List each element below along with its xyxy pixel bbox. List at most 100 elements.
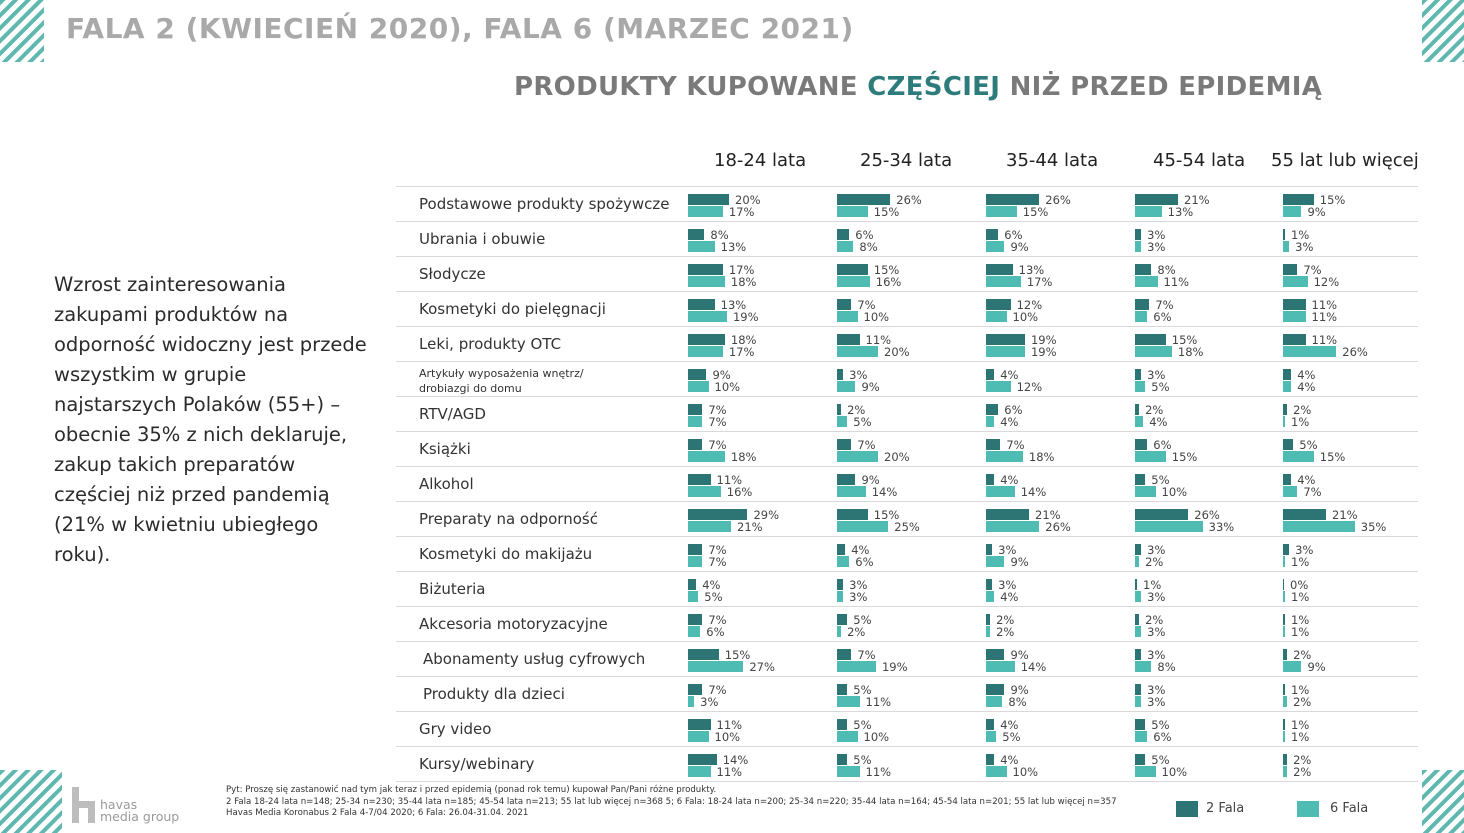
bar-fala6 xyxy=(1135,451,1166,462)
bar-fala2 xyxy=(688,404,703,415)
bar-fala2 xyxy=(986,299,1011,310)
bar-fala6 xyxy=(1135,416,1144,427)
data-label: 1% xyxy=(1291,590,1310,604)
category-label: RTV/AGD xyxy=(419,405,486,423)
bar-fala2 xyxy=(1135,194,1179,205)
category-label: Artykuły wyposażenia wnętrz/ drobiazgi d… xyxy=(419,367,584,395)
data-label: 9% xyxy=(1010,683,1029,697)
data-label: 3% xyxy=(998,543,1017,557)
bar-fala6 xyxy=(837,381,856,392)
bar-fala6 xyxy=(1135,556,1140,567)
footnote: Pyt: Proszę się zastanowić nad tym jak t… xyxy=(226,785,1117,820)
category-label: Biżuteria xyxy=(419,580,486,598)
data-label: 18% xyxy=(730,275,757,289)
data-label: 7% xyxy=(708,543,727,557)
data-label: 10% xyxy=(1012,765,1039,779)
bar-fala6 xyxy=(837,556,850,567)
bar-fala6 xyxy=(688,766,711,777)
bar-fala2 xyxy=(1283,369,1292,380)
bar-fala2 xyxy=(1135,719,1146,730)
bar-fala2 xyxy=(986,719,995,730)
bar-fala2 xyxy=(1135,754,1146,765)
bar-fala2 xyxy=(688,474,711,485)
bar-fala2 xyxy=(837,369,844,380)
data-label: 5% xyxy=(853,718,872,732)
bar-fala6 xyxy=(688,486,721,497)
bar-fala2 xyxy=(986,579,993,590)
category-label: Preparaty na odporność xyxy=(419,510,598,528)
legend-swatch-fala6 xyxy=(1297,801,1319,817)
bar-fala6 xyxy=(837,276,870,287)
bar-fala2 xyxy=(688,439,703,450)
bar-fala6 xyxy=(688,416,703,427)
data-label: 15% xyxy=(724,648,751,662)
category-label: Akcesoria motoryzacyjne xyxy=(419,615,608,633)
bar-fala6 xyxy=(986,591,995,602)
bar-fala6 xyxy=(837,346,878,357)
data-label: 2% xyxy=(1293,695,1312,709)
column-header-0: 18-24 lata xyxy=(714,150,807,171)
category-label: Gry video xyxy=(419,720,492,738)
data-label: 5% xyxy=(1151,473,1170,487)
data-label: 2% xyxy=(1293,403,1312,417)
bar-fala2 xyxy=(986,509,1030,520)
corner-stripes-top-right xyxy=(1422,0,1464,62)
bar-fala2 xyxy=(688,264,723,275)
data-label: 33% xyxy=(1208,520,1235,534)
data-label: 5% xyxy=(853,415,872,429)
data-label: 19% xyxy=(1030,345,1057,359)
data-label: 19% xyxy=(881,660,908,674)
bar-fala2 xyxy=(1135,439,1148,450)
bar-fala2 xyxy=(688,299,715,310)
data-label: 1% xyxy=(1291,718,1310,732)
data-label: 6% xyxy=(855,228,874,242)
data-label: 27% xyxy=(749,660,775,674)
data-label: 17% xyxy=(728,205,755,219)
data-label: 13% xyxy=(1167,205,1194,219)
data-label: 6% xyxy=(1004,228,1023,242)
bar-fala2 xyxy=(1283,579,1284,590)
bar-fala2 xyxy=(688,649,719,660)
bar-fala6 xyxy=(837,521,889,532)
data-label: 7% xyxy=(1303,485,1322,499)
bar-fala2 xyxy=(688,369,707,380)
bar-fala6 xyxy=(986,206,1017,217)
data-label: 21% xyxy=(1184,193,1210,207)
bar-fala2 xyxy=(986,194,1040,205)
bar-fala6 xyxy=(986,451,1023,462)
data-label: 21% xyxy=(1035,508,1061,522)
category-label: Kursy/webinary xyxy=(419,755,535,773)
data-label: 11% xyxy=(716,718,743,732)
data-label: 11% xyxy=(865,765,892,779)
row-separator xyxy=(396,781,1418,782)
data-label: 25% xyxy=(894,520,920,534)
row-separator xyxy=(396,606,1418,607)
corner-stripes-bottom-right xyxy=(1422,770,1464,833)
row-separator xyxy=(396,746,1418,747)
bar-fala2 xyxy=(1283,229,1286,240)
data-label: 19% xyxy=(732,310,759,324)
legend-label-fala6: 6 Fala xyxy=(1330,801,1369,816)
data-label: 3% xyxy=(1147,695,1166,709)
data-label: 15% xyxy=(1319,450,1346,464)
data-label: 13% xyxy=(720,240,747,254)
bar-fala6 xyxy=(1135,731,1148,742)
bar-fala2 xyxy=(1135,264,1152,275)
page-title: FALA 2 (KWIECIEŃ 2020), FALA 6 (MARZEC 2… xyxy=(66,12,854,45)
data-label: 1% xyxy=(1291,228,1310,242)
footnote-source: Havas Media Koronabus 2 Fala 4-7/04 2020… xyxy=(226,808,529,818)
row-separator xyxy=(396,291,1418,292)
bar-fala2 xyxy=(688,614,703,625)
bar-fala2 xyxy=(837,649,852,660)
bar-fala6 xyxy=(1283,206,1302,217)
data-label: 11% xyxy=(1311,298,1338,312)
column-header-1: 25-34 lata xyxy=(860,150,953,171)
data-label: 1% xyxy=(1291,555,1310,569)
data-label: 8% xyxy=(1008,695,1027,709)
category-label: Słodycze xyxy=(419,265,486,283)
data-label: 3% xyxy=(1147,648,1166,662)
bar-fala2 xyxy=(1283,404,1288,415)
bar-fala6 xyxy=(688,696,695,707)
data-label: 5% xyxy=(1151,380,1170,394)
bar-fala2 xyxy=(1135,369,1142,380)
